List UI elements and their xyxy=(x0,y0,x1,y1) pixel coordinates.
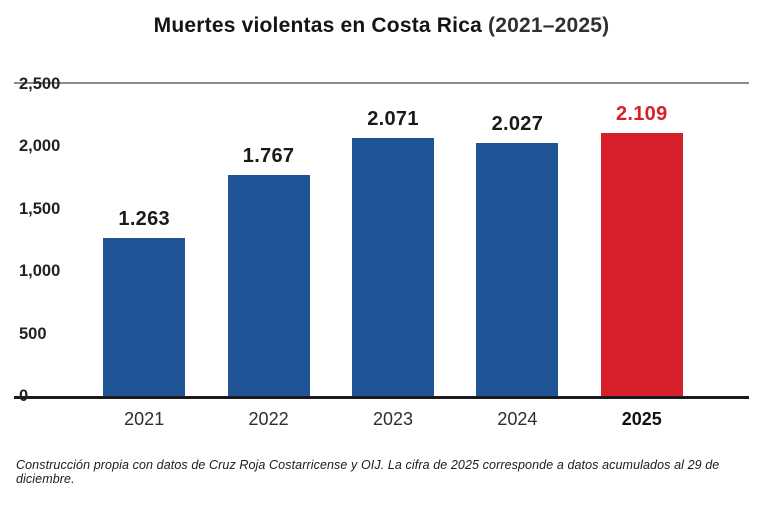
x-axis-label: 2023 xyxy=(372,409,413,429)
y-axis-labels: 2,500 2,000 1,500 1,000 500 0 xyxy=(19,75,81,405)
y-axis-tick-label: 1,500 xyxy=(19,199,61,218)
x-axis-label: 2022 xyxy=(248,409,289,429)
bar-2024 xyxy=(476,143,559,396)
bar-column: 2.109 xyxy=(583,84,701,396)
bar-2021 xyxy=(103,238,186,396)
chart-title-range: (2021–2025) xyxy=(488,14,610,37)
chart-area: 2,500 2,000 1,500 1,000 500 0 1.263 1.767 2.071… xyxy=(14,75,749,430)
bar-value-label: 2.109 xyxy=(615,103,668,125)
bar-column: 1.767 xyxy=(210,84,328,396)
y-axis-tick-label: 2,500 xyxy=(19,75,61,93)
y-axis-tick-label: 500 xyxy=(19,324,47,343)
bar-column: 1.263 xyxy=(85,84,203,396)
bar-2025 xyxy=(600,133,683,396)
bar-value-label: 1.767 xyxy=(242,145,295,167)
chart-title: Muertes violentas en Costa Rica (2021–20… xyxy=(0,14,763,38)
bar-value-label: 2.027 xyxy=(491,113,544,135)
bar-value-label: 2.071 xyxy=(367,108,419,130)
plot-area: 2,500 2,000 1,500 1,000 500 0 1.263 1.767 2.071… xyxy=(14,75,749,405)
source-note: Construcción propia con datos de Cruz Ro… xyxy=(16,458,720,486)
x-axis-row: 2021 2022 2023 2024 2025 xyxy=(82,399,704,430)
y-axis-tick-label: 1,000 xyxy=(19,262,61,281)
x-axis-label: 2021 xyxy=(124,409,165,429)
bars-row: 1.263 1.767 2.071 2.027 2.109 xyxy=(82,84,704,396)
x-axis-label: 2025 xyxy=(621,409,662,429)
bar-2023 xyxy=(351,138,434,396)
bar-value-label: 1.263 xyxy=(118,208,170,230)
bar-2022 xyxy=(227,175,310,396)
y-axis-tick-label: 2,000 xyxy=(19,137,61,156)
bar-column: 2.071 xyxy=(334,84,452,396)
x-axis-label: 2024 xyxy=(497,409,538,429)
chart-title-main: Muertes violentas en Costa Rica xyxy=(153,14,482,37)
y-axis-tick-label: 0 xyxy=(19,387,29,405)
bar-column: 2.027 xyxy=(458,84,576,396)
